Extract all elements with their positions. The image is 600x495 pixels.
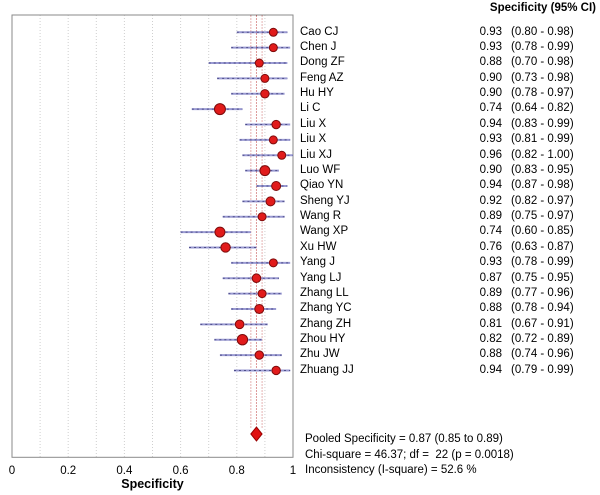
study-point-marker	[259, 165, 271, 177]
x-axis-tick-label: 0.2	[60, 465, 76, 477]
study-point-marker	[260, 89, 270, 99]
study-point-marker	[251, 273, 262, 284]
study-point-marker	[260, 73, 270, 83]
study-point-marker	[254, 58, 264, 68]
study-point-marker	[268, 27, 278, 37]
study-point-marker	[254, 350, 264, 360]
study-point-marker	[236, 334, 249, 346]
plot-frame	[11, 14, 294, 458]
column-header-specificity-ci: Specificity (95% CI)	[489, 2, 596, 14]
study-point-marker	[234, 319, 245, 330]
x-axis-tick-label: 0.4	[116, 465, 133, 477]
study-point-marker	[213, 103, 226, 116]
inconsistency-text: Inconsistency (I-square) = 52.6 %	[305, 464, 477, 477]
x-axis-tick-label: 1	[290, 465, 296, 477]
study-point-marker	[271, 365, 281, 376]
study-point-marker	[268, 135, 278, 145]
study-point-marker	[268, 258, 278, 268]
study-point-marker	[271, 119, 281, 130]
pooled-diamond	[250, 426, 263, 442]
study-point-marker	[265, 196, 276, 207]
x-axis-title: Specificity	[121, 477, 184, 491]
study-point-marker	[257, 289, 267, 299]
x-axis-tick-label: 0	[9, 465, 15, 477]
study-point-marker	[257, 212, 267, 222]
study-point-marker	[220, 242, 231, 253]
pooled-summary-block: Pooled Specificity = 0.87 (0.85 to 0.89)…	[305, 432, 514, 479]
study-point-marker	[271, 181, 282, 191]
study-point-marker	[277, 150, 287, 160]
chi-square-text: Chi-square = 46.37; df = 22 (p = 0.0018)	[305, 448, 514, 461]
x-axis-tick-label: 0.6	[173, 465, 189, 477]
study-point-marker	[268, 43, 278, 53]
study-point-marker	[254, 303, 265, 314]
pooled-specificity-text: Pooled Specificity = 0.87 (0.85 to 0.89)	[305, 433, 503, 445]
study-point-marker	[214, 226, 226, 238]
x-axis-tick-label: 0.8	[229, 465, 245, 477]
